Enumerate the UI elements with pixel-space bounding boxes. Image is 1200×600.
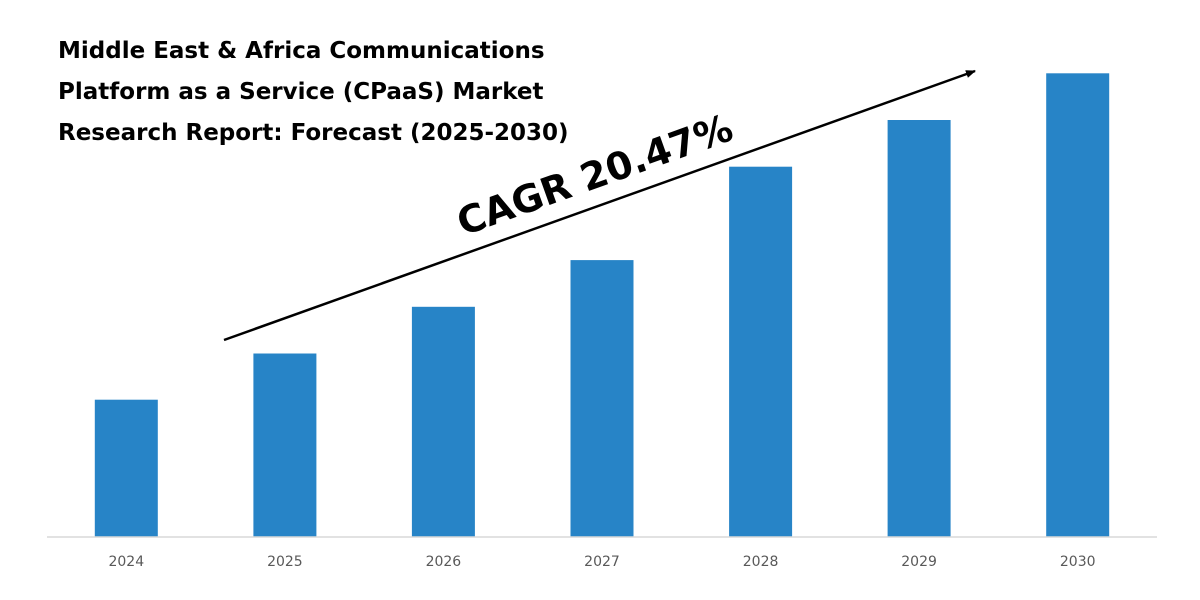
bar-2029	[887, 120, 951, 537]
trend-arrow	[223, 69, 976, 342]
x-axis-tick-labels: 2024 2025 2026 2027 2028 2029 2030	[108, 554, 1095, 570]
x-tick-label-2026: 2026	[426, 554, 462, 570]
bars-group	[94, 73, 1110, 538]
x-tick-label-2030: 2030	[1060, 554, 1096, 570]
x-tick-label-2024: 2024	[108, 554, 144, 570]
bar-2024	[94, 399, 158, 537]
x-tick-label-2027: 2027	[584, 554, 620, 570]
x-tick-label-2028: 2028	[743, 554, 779, 570]
x-tick-label-2025: 2025	[267, 554, 303, 570]
bar-2030	[1046, 73, 1110, 538]
chart-title: Middle East & Africa Communications Plat…	[58, 38, 569, 146]
chart-title-line-3: Research Report: Forecast (2025-2030)	[58, 120, 569, 146]
chart-title-line-2: Platform as a Service (CPaaS) Market	[58, 79, 544, 105]
chart-title-line-1: Middle East & Africa Communications	[58, 38, 545, 64]
bar-2028	[729, 166, 793, 537]
x-tick-label-2029: 2029	[901, 554, 937, 570]
bar-2025	[253, 353, 317, 537]
bar-2027	[570, 260, 634, 537]
bar-2026	[411, 306, 475, 537]
